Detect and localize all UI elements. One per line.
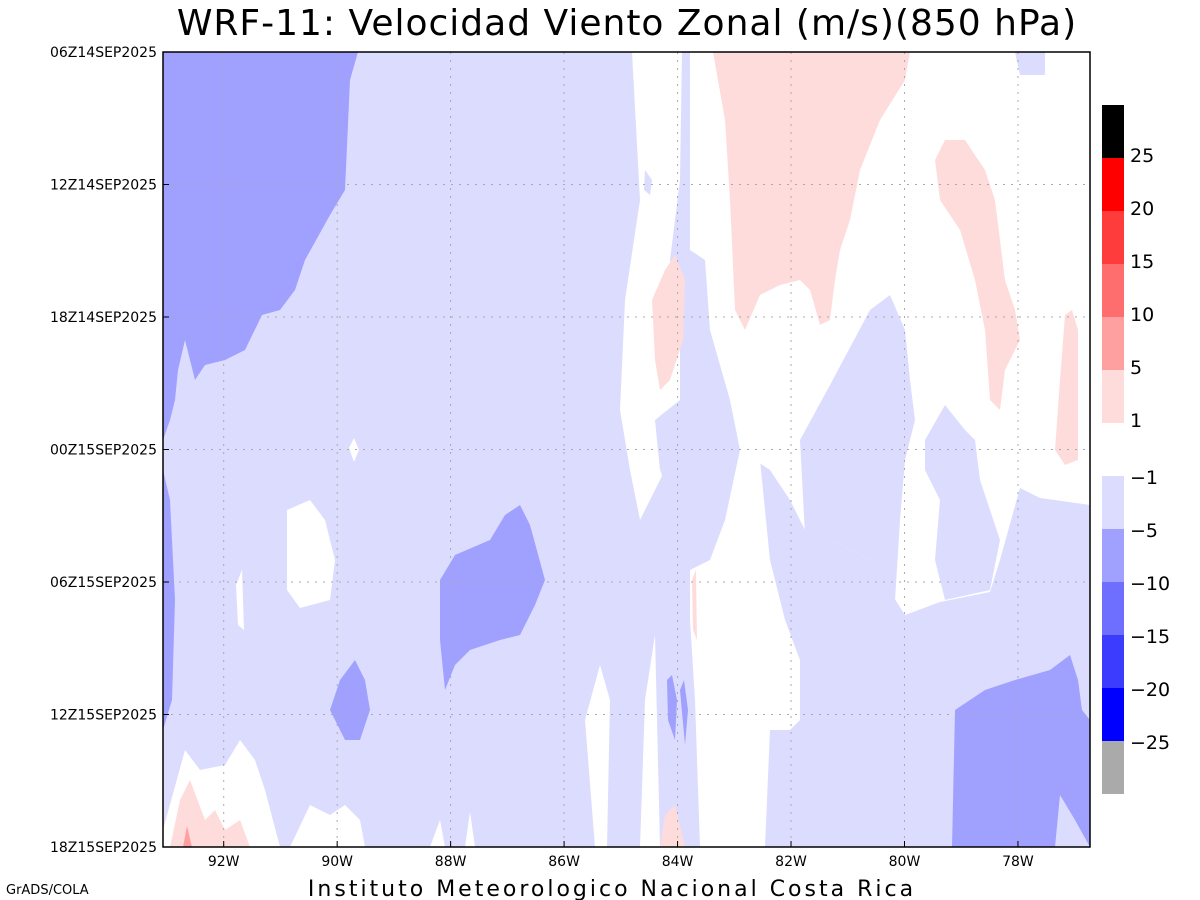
x-axis-ticks: 92W 90W 88W 86W 84W 82W 80W 78W bbox=[208, 841, 1034, 870]
colorbar-label: 25 bbox=[1130, 145, 1154, 167]
contour-region-weak-west bbox=[935, 140, 1020, 410]
colorbar-swatch bbox=[1102, 264, 1124, 317]
y-tick-label: 18Z14SEP2025 bbox=[50, 310, 157, 326]
contour-region-white bbox=[465, 812, 475, 847]
colorbar-swatch bbox=[1102, 105, 1124, 158]
y-tick-label: 12Z14SEP2025 bbox=[50, 178, 157, 194]
colorbar-swatch bbox=[1102, 317, 1124, 370]
colorbar-swatch bbox=[1102, 529, 1124, 582]
contour-region-white bbox=[430, 820, 445, 847]
y-axis-ticks: 06Z14SEP2025 12Z14SEP2025 18Z14SEP2025 00Z1… bbox=[50, 45, 169, 856]
contour-region-weak-west bbox=[660, 805, 685, 847]
x-tick-label: 86W bbox=[548, 854, 580, 870]
contour-region-mod-east bbox=[952, 655, 1090, 847]
colorbar-swatch bbox=[1102, 741, 1124, 794]
colorbar-label: −15 bbox=[1130, 626, 1170, 648]
colorbar-swatch bbox=[1102, 688, 1124, 741]
colorbar-swatch bbox=[1102, 582, 1124, 635]
colorbar-label: −5 bbox=[1130, 520, 1158, 542]
x-tick-label: 78W bbox=[1002, 854, 1034, 870]
colorbar-label: 1 bbox=[1130, 410, 1142, 432]
colorbar-label: −10 bbox=[1130, 573, 1170, 595]
colorbar-swatch bbox=[1102, 635, 1124, 688]
y-tick-label: 12Z15SEP2025 bbox=[50, 708, 157, 724]
contour-region-mod-east bbox=[667, 675, 677, 740]
contour-region-weak-east bbox=[1015, 52, 1045, 75]
contour-region-white bbox=[287, 500, 335, 608]
software-label: GrADS/COLA bbox=[6, 883, 89, 898]
x-tick-label: 82W bbox=[775, 854, 807, 870]
colorbar-swatch bbox=[1102, 211, 1124, 264]
colorbar-label: 20 bbox=[1130, 198, 1154, 220]
contour-region-white bbox=[349, 438, 359, 462]
colorbar-label: −20 bbox=[1130, 679, 1170, 701]
contour-region-mod-east bbox=[680, 680, 688, 745]
x-tick-label: 92W bbox=[208, 854, 240, 870]
y-tick-label: 06Z15SEP2025 bbox=[50, 575, 157, 591]
x-tick-label: 80W bbox=[889, 854, 921, 870]
contour-region-mod-east bbox=[330, 660, 370, 740]
contour-region-white bbox=[690, 450, 800, 847]
contour-region-weak-west bbox=[170, 780, 250, 847]
plot-area bbox=[163, 52, 1090, 847]
contour-region-weak-east bbox=[644, 170, 652, 195]
y-tick-label: 18Z15SEP2025 bbox=[50, 840, 157, 856]
chart-title: WRF-11: Velocidad Viento Zonal (m/s)(850… bbox=[177, 3, 1077, 44]
colorbar-swatch bbox=[1102, 476, 1124, 529]
contour-region-mod-west bbox=[183, 826, 192, 847]
colorbar-swatch bbox=[1102, 370, 1124, 423]
x-tick-label: 84W bbox=[662, 854, 694, 870]
colorbar-label: 10 bbox=[1130, 304, 1154, 326]
contour-region-weak-west bbox=[692, 570, 697, 640]
contour-region-weak-east bbox=[596, 230, 610, 370]
colorbar-swatch bbox=[1102, 158, 1124, 211]
colorbar-label: 15 bbox=[1130, 251, 1154, 273]
contour-region-weak-east bbox=[925, 405, 1000, 600]
colorbar-label: −1 bbox=[1130, 467, 1158, 489]
contour-region-white bbox=[640, 635, 660, 847]
contour-region-mod-east bbox=[163, 52, 358, 440]
contour-region-white bbox=[290, 805, 365, 847]
institution-label: Instituto Meteorologico Nacional Costa R… bbox=[308, 877, 916, 900]
contour-region-white bbox=[585, 665, 610, 847]
colorbar: 25 20 15 10 5 1 −1 −5 −10 −15 −20 −25 bbox=[1102, 105, 1170, 794]
x-tick-label: 88W bbox=[435, 854, 467, 870]
contour-region-weak-west bbox=[713, 52, 910, 330]
y-tick-label: 06Z14SEP2025 bbox=[50, 45, 157, 61]
contour-region-weak-east bbox=[800, 295, 915, 600]
x-tick-label: 90W bbox=[321, 854, 353, 870]
contour-region-weak-west bbox=[652, 255, 685, 390]
contour-region-mod-east bbox=[440, 505, 545, 690]
contour-region-mod-east bbox=[163, 470, 175, 730]
y-tick-label: 00Z15SEP2025 bbox=[50, 443, 157, 459]
colorbar-label: 5 bbox=[1130, 357, 1142, 379]
contour-region-white bbox=[236, 570, 244, 630]
contour-region-weak-west bbox=[1055, 310, 1078, 465]
colorbar-label: −25 bbox=[1130, 732, 1170, 754]
contour-region-weak-east bbox=[655, 52, 740, 570]
